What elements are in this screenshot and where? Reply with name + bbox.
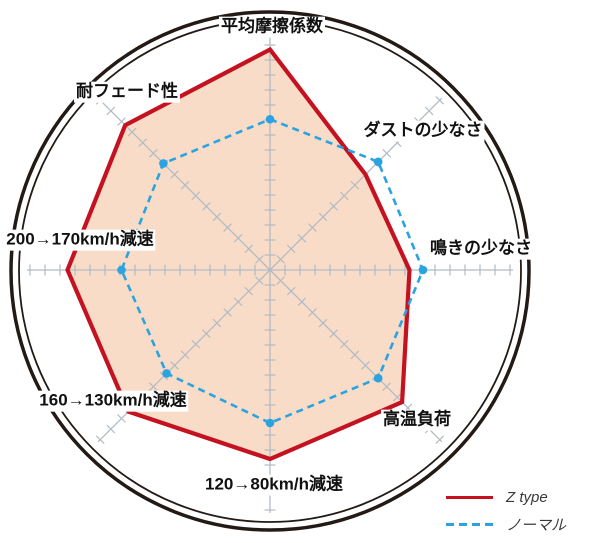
legend-line-red-solid-icon [446,495,493,499]
axis-label-fade-resistance: 耐フェード性 [74,81,180,103]
axis-label-high-temp-load: 高温負荷 [381,409,453,431]
legend-item-z-type: Z type [446,488,566,506]
axis-label-low-squeal: 鳴きの少なさ [428,238,534,260]
axis-label-decel-160-130: 160→130km/h減速 [37,390,189,412]
axis-label-friction-coefficient: 平均摩擦係数 [219,16,325,38]
legend-item-normal: ノーマル [446,516,567,534]
chart-legend: Z type ノーマル [446,489,566,543]
legend-label-normal: ノーマル [506,516,567,534]
legend-label-z-type: Z type [506,488,548,506]
axis-label-decel-200-170: 200→170km/h減速 [4,229,156,251]
axis-label-low-dust: ダストの少なさ [361,120,485,142]
axis-label-decel-120-80: 120→80km/h減速 [203,474,345,496]
legend-line-blue-dashed-icon [446,522,493,526]
